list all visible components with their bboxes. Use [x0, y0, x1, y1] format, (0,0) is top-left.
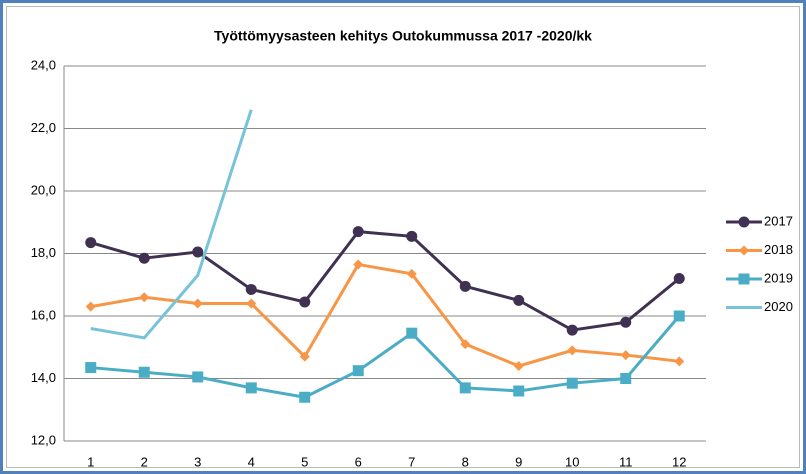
series-line: [90, 262, 680, 368]
legend-label: 2019: [764, 270, 793, 285]
x-tick-label: 6: [355, 454, 362, 469]
x-tick-label: 8: [462, 454, 469, 469]
marker: [299, 296, 311, 308]
series-line: [90, 230, 681, 332]
y-tick-label: 18,0: [31, 245, 56, 260]
marker: [352, 226, 364, 238]
marker: [299, 351, 310, 362]
y-tick-label: 14,0: [31, 370, 56, 385]
x-tick-label: 7: [408, 454, 415, 469]
x-tick-label: 11: [619, 454, 633, 469]
marker: [139, 292, 150, 303]
y-tick-label: 22,0: [31, 120, 56, 135]
legend-label: 2017: [764, 213, 793, 228]
marker: [620, 316, 632, 328]
x-tick-label: 1: [87, 454, 94, 469]
x-tick-label: 12: [672, 454, 686, 469]
chart-border: [6, 6, 800, 468]
marker: [192, 371, 204, 383]
x-tick-label: 2: [141, 454, 148, 469]
marker: [674, 356, 685, 367]
x-tick-label: 9: [515, 454, 522, 469]
marker: [406, 230, 418, 242]
marker: [460, 339, 471, 350]
x-tick-label: 3: [194, 454, 201, 469]
marker: [245, 382, 257, 394]
series-line: [90, 109, 253, 340]
marker: [673, 310, 685, 322]
marker: [566, 377, 578, 389]
y-tick-label: 16,0: [31, 307, 56, 322]
series-line: [90, 315, 681, 399]
y-tick-label: 12,0: [31, 432, 56, 447]
marker: [406, 268, 417, 279]
x-tick-label: 10: [565, 454, 579, 469]
marker: [245, 283, 257, 295]
marker: [513, 294, 525, 306]
marker: [513, 361, 524, 371]
marker: [459, 280, 471, 292]
y-tick-label: 24,0: [31, 57, 56, 72]
marker: [673, 273, 685, 284]
legend-marker: [738, 273, 750, 285]
marker: [459, 382, 471, 394]
x-tick-label: 4: [248, 454, 255, 469]
legend-marker: [738, 216, 750, 228]
marker: [513, 385, 525, 397]
y-tick-label: 20,0: [31, 182, 56, 197]
marker: [246, 298, 257, 309]
marker: [192, 298, 203, 309]
marker: [566, 324, 578, 336]
marker: [299, 391, 311, 403]
legend-label: 2018: [764, 242, 793, 257]
marker: [85, 237, 97, 249]
marker: [406, 327, 418, 339]
x-tick-label: 5: [301, 454, 308, 469]
legend-label: 2020: [764, 299, 793, 314]
marker: [620, 373, 632, 384]
marker: [85, 301, 96, 312]
chart-title: Työttömyysasteen kehitys Outokummussa 20…: [214, 28, 592, 44]
marker: [192, 246, 204, 258]
marker: [85, 362, 97, 374]
marker: [138, 252, 150, 264]
marker: [567, 345, 578, 356]
marker: [138, 366, 150, 378]
marker: [353, 259, 364, 270]
marker: [620, 350, 631, 361]
legend-marker: [739, 245, 749, 256]
marker: [352, 365, 364, 377]
